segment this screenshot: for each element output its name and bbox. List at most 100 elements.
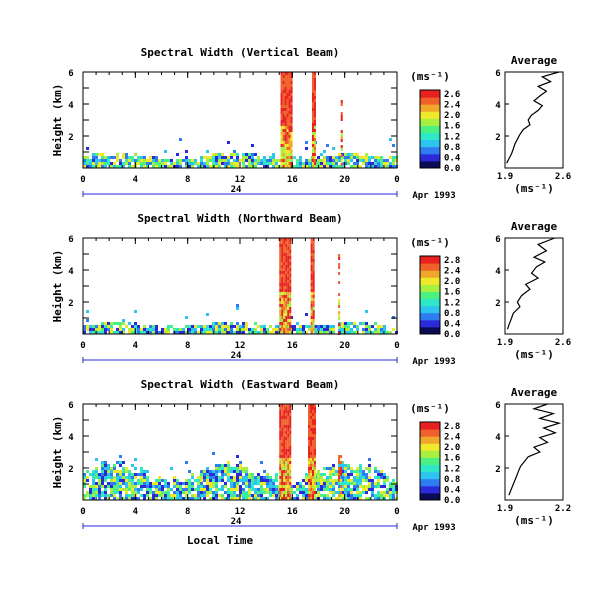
average-frame	[504, 403, 564, 501]
colorbar-frame	[419, 255, 441, 335]
colorbar-segment	[420, 139, 440, 148]
y-tick-label: 6	[68, 401, 73, 411]
colorbar-segment	[420, 485, 440, 494]
x-tick-label: 8	[185, 507, 190, 517]
colorbar-tick-label: 0.0	[444, 330, 460, 340]
colorbar-segment	[420, 319, 440, 328]
panel-title: Spectral Width (Eastward Beam)	[141, 378, 340, 391]
average-y-tick-label: 4	[495, 433, 501, 443]
y-tick-label: 2	[68, 133, 73, 143]
colorbar-segment	[420, 471, 440, 480]
colorbar-tick-label: 2.6	[444, 90, 460, 100]
x-tick-label: 16	[287, 341, 298, 351]
average-y-tick-label: 6	[495, 69, 500, 79]
colorbar-segment	[420, 277, 440, 285]
colorbar-segment	[420, 450, 440, 458]
colorbar-tick-label: 0.0	[444, 164, 460, 174]
y-axis-label: Height (km)	[51, 416, 64, 489]
colorbar-segment	[420, 125, 440, 134]
x-tick-label: 16	[287, 175, 298, 185]
colorbar-segment	[420, 291, 440, 300]
colorbar-tick-label: 2.4	[444, 101, 461, 111]
colorbar-segment	[420, 492, 440, 501]
average-y-tick-label: 4	[495, 267, 501, 277]
day-label: 24	[231, 185, 242, 195]
colorbar-tick-label: 1.2	[444, 132, 460, 142]
average-x-tick-label: 1.9	[497, 172, 513, 182]
date-label: Apr 1993	[412, 357, 455, 367]
panel-frame	[82, 237, 398, 335]
colorbar-tick-label: 2.0	[444, 443, 460, 453]
x-tick-label: 4	[133, 175, 139, 185]
colorbar-tick-label: 0.0	[444, 496, 460, 506]
colorbar-segment	[420, 146, 440, 155]
colorbar-frame	[419, 89, 441, 169]
y-axis-label: Height (km)	[51, 250, 64, 323]
colorbar-segment	[420, 97, 440, 105]
y-tick-label: 2	[68, 299, 73, 309]
colorbar-tick-label: 1.2	[444, 464, 460, 474]
average-y-tick-label: 2	[495, 133, 500, 143]
x-tick-label: 12	[235, 507, 246, 517]
colorbar-segment	[420, 305, 440, 314]
colorbar-unit: (ms⁻¹)	[410, 402, 450, 415]
colorbar-segment	[420, 111, 440, 119]
colorbar-segment	[420, 160, 440, 169]
average-y-tick-label: 2	[495, 299, 500, 309]
x-tick-label: 20	[339, 175, 350, 185]
average-title: Average	[511, 386, 558, 399]
colorbar-tick-label: 0.8	[444, 309, 460, 319]
colorbar-segment	[420, 457, 440, 466]
colorbar-tick-label: 1.6	[444, 288, 460, 298]
y-tick-label: 6	[68, 69, 73, 79]
colorbar-unit: (ms⁻¹)	[410, 70, 450, 83]
average-frame	[504, 71, 564, 169]
x-tick-label: 0	[394, 341, 399, 351]
colorbar-tick-label: 2.4	[444, 267, 461, 277]
panel-title: Spectral Width (Vertical Beam)	[141, 46, 340, 59]
colorbar-tick-label: 0.4	[444, 485, 461, 495]
average-profile-line	[506, 71, 560, 164]
panel-2: Height (km)	[51, 403, 564, 529]
colorbar-segment	[420, 429, 440, 437]
x-tick-label: 8	[185, 341, 190, 351]
x-tick-label: 4	[133, 507, 139, 517]
colorbar-tick-label: 2.4	[444, 433, 461, 443]
x-tick-label: 0	[80, 507, 85, 517]
colorbar-frame	[419, 421, 441, 501]
average-y-tick-label: 4	[495, 101, 501, 111]
average-title: Average	[511, 220, 558, 233]
colorbar-segment	[420, 298, 440, 307]
colorbar-tick-label: 1.6	[444, 454, 460, 464]
x-tick-label: 8	[185, 175, 190, 185]
colorbar-tick-label: 0.4	[444, 319, 461, 329]
colorbar-unit: (ms⁻¹)	[410, 236, 450, 249]
x-tick-label: 4	[133, 341, 139, 351]
x-tick-label: 20	[339, 507, 350, 517]
average-y-tick-label: 2	[495, 465, 500, 475]
y-axis-label: Height (km)	[51, 84, 64, 157]
average-x-axis-label: (ms⁻¹)	[514, 514, 554, 527]
colorbar-segment	[420, 118, 440, 126]
x-tick-label: 16	[287, 507, 298, 517]
colorbar-tick-label: 2.8	[444, 422, 460, 432]
colorbar-tick-label: 1.6	[444, 122, 460, 132]
panel-1: Height (km)	[51, 237, 564, 363]
colorbar-tick-label: 1.2	[444, 298, 460, 308]
y-tick-label: 6	[68, 235, 73, 245]
x-axis-label: Local Time	[187, 534, 254, 547]
average-x-tick-label: 2.6	[555, 172, 571, 182]
colorbar-segment	[420, 312, 440, 321]
x-tick-label: 0	[80, 341, 85, 351]
colorbar-segment	[420, 326, 440, 335]
day-label: 24	[231, 351, 242, 361]
x-tick-label: 12	[235, 341, 246, 351]
y-tick-label: 4	[68, 267, 74, 277]
panel-title: Spectral Width (Northward Beam)	[137, 212, 342, 225]
colorbar-segment	[420, 256, 440, 264]
colorbar-tick-label: 0.8	[444, 143, 460, 153]
average-y-tick-label: 6	[495, 401, 500, 411]
colorbar-segment	[420, 443, 440, 451]
average-x-axis-label: (ms⁻¹)	[514, 348, 554, 361]
x-tick-label: 0	[394, 507, 399, 517]
